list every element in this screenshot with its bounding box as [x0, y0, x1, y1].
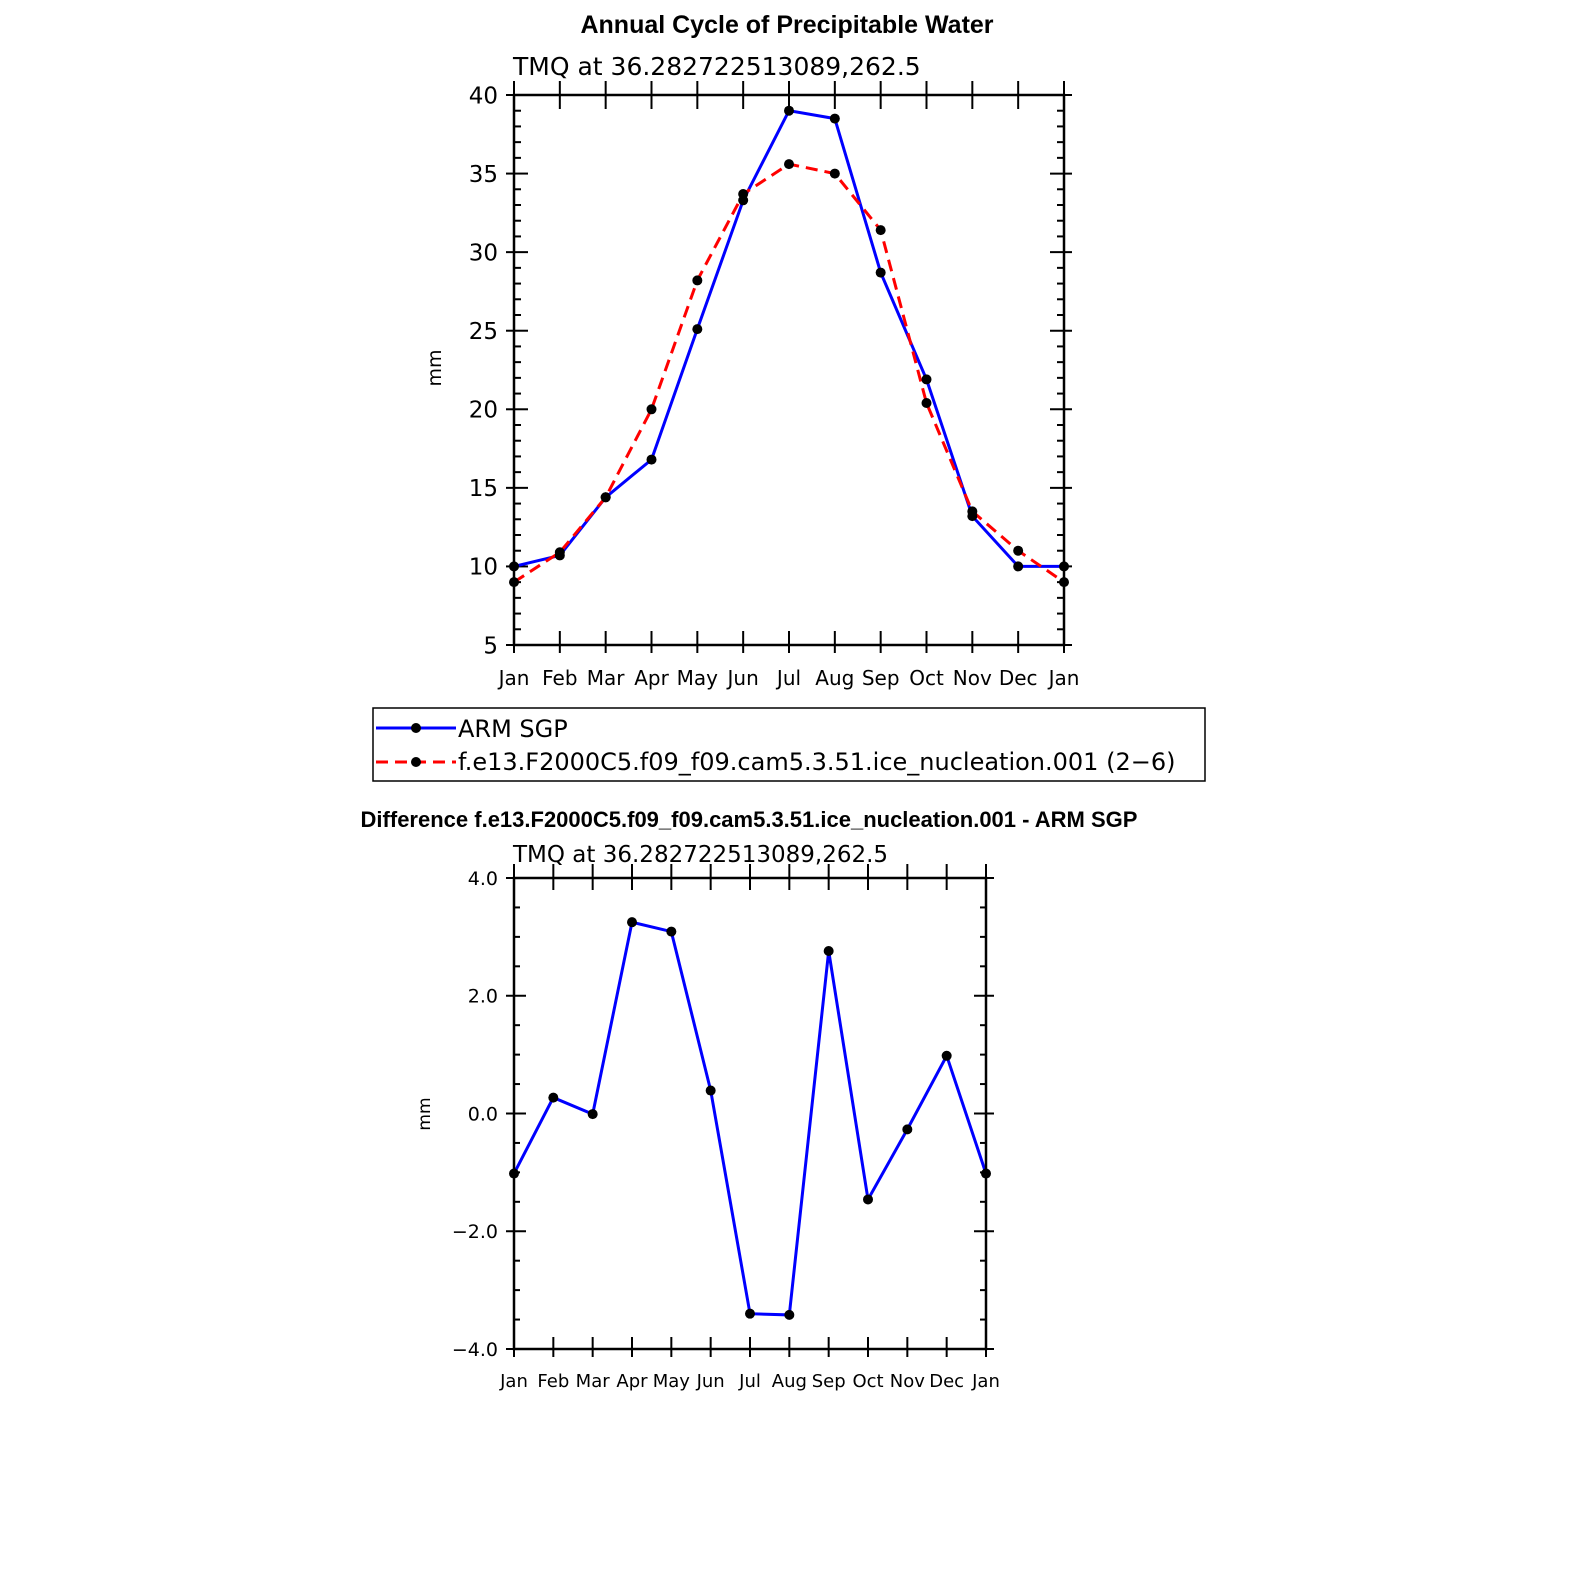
difference-chart: Difference f.e13.F2000C5.f09_f09.cam5.3.…	[361, 807, 1138, 1392]
data-point	[666, 926, 677, 937]
x-tick-label: Jul	[775, 666, 801, 690]
x-tick-label: Jan	[971, 1371, 1000, 1392]
data-point	[784, 1309, 795, 1320]
x-tick-label: Feb	[537, 1371, 569, 1392]
gridticks: −4.0 −2.0 0.0 2.0 4.0 Jan Feb Mar Apr May Jun Jul Au…	[452, 864, 1000, 1392]
annual-cycle-chart: Annual Cycle of Precipitable Water TMQ a…	[424, 11, 1079, 690]
y-tick-label: 5	[483, 633, 498, 659]
x-tick-label: Oct	[852, 1371, 883, 1392]
x-tick-label: Mar	[587, 666, 626, 690]
chart-title: Difference f.e13.F2000C5.f09_f09.cam5.3.…	[361, 807, 1138, 832]
data-point	[587, 1109, 598, 1120]
data-point	[738, 189, 749, 199]
x-tick-label: Jan	[499, 1371, 528, 1392]
data-point	[941, 1050, 952, 1061]
legend-marker-model	[411, 757, 421, 767]
x-tick-label: Jun	[726, 666, 759, 690]
data-point	[829, 113, 840, 124]
x-tick-label: Jul	[738, 1371, 761, 1392]
chart-title: Annual Cycle of Precipitable Water	[580, 11, 993, 39]
data-point	[902, 1124, 913, 1135]
legend-marker-arm	[411, 723, 421, 733]
data-point	[646, 404, 657, 415]
y-tick-label: 10	[469, 555, 498, 581]
data-point	[921, 374, 932, 385]
legend-box	[372, 707, 1206, 782]
y-tick-label: 15	[469, 476, 498, 502]
y-tick-label: 2.0	[468, 986, 498, 1008]
x-tick-label: Apr	[616, 1371, 648, 1392]
x-tick-label: Mar	[576, 1371, 611, 1392]
series-line	[513, 109, 1064, 568]
chart-subtitle: TMQ at 36.282722513089,262.5	[512, 842, 888, 868]
data-point	[745, 1308, 755, 1319]
legend-label-arm: ARM SGP	[458, 715, 568, 743]
data-point	[823, 946, 834, 957]
x-tick-label: Aug	[772, 1371, 807, 1392]
series-lines	[512, 920, 988, 1317]
plot-frame	[512, 93, 1066, 647]
data-point	[692, 275, 703, 286]
y-axis-label: mm	[415, 1097, 435, 1130]
data-point	[921, 398, 932, 408]
legend: ARM SGP f.e13.F2000C5.f09_f09.cam5.3.51.…	[372, 707, 1206, 782]
data-point	[967, 506, 978, 517]
x-tick-label: Sep	[812, 1371, 846, 1392]
y-axis-label: mm	[424, 349, 446, 386]
series-line	[512, 920, 988, 1317]
y-tick-label: 20	[469, 398, 498, 424]
x-tick-label: May	[677, 666, 719, 690]
chart-subtitle: TMQ at 36.282722513089,262.5	[512, 52, 921, 81]
y-tick-label: 4.0	[468, 868, 498, 890]
data-point	[1013, 545, 1024, 556]
data-point	[600, 492, 611, 503]
data-point	[1013, 561, 1024, 572]
data-point	[875, 267, 886, 278]
data-point	[829, 168, 840, 179]
x-tick-label: Apr	[634, 666, 669, 690]
data-point	[692, 324, 703, 335]
data-point	[646, 454, 657, 465]
data-point	[554, 547, 565, 558]
x-tick-label: May	[653, 1371, 691, 1392]
plot-frame	[512, 876, 988, 1351]
y-tick-label: 30	[469, 240, 498, 266]
series-points	[509, 917, 991, 1320]
data-point	[705, 1085, 716, 1096]
x-tick-label: Oct	[909, 666, 944, 690]
y-tick-label: 40	[469, 83, 498, 109]
x-tick-label: Jun	[696, 1371, 725, 1392]
y-tick-label: 25	[469, 319, 498, 345]
x-tick-label: Nov	[890, 1371, 925, 1392]
y-tick-label: 35	[469, 162, 498, 188]
x-tick-label: Nov	[953, 666, 992, 690]
x-tick-label: Dec	[999, 666, 1038, 690]
x-tick-label: Sep	[862, 666, 900, 690]
x-tick-label: Aug	[815, 666, 854, 690]
data-point	[784, 159, 794, 170]
y-tick-label: 0.0	[468, 1103, 498, 1125]
x-tick-label: Jan	[1047, 666, 1080, 690]
x-tick-label: Jan	[497, 666, 530, 690]
legend-label-model: f.e13.F2000C5.f09_f09.cam5.3.51.ice_nucl…	[458, 748, 1175, 776]
series-line	[513, 162, 1065, 584]
x-tick-label: Dec	[929, 1371, 964, 1392]
data-point	[875, 225, 886, 236]
y-tick-label: −2.0	[452, 1221, 498, 1243]
data-point	[627, 917, 637, 928]
data-point	[784, 105, 794, 116]
y-tick-label: −4.0	[452, 1339, 498, 1361]
series-points	[509, 105, 1069, 588]
data-point	[863, 1194, 873, 1205]
data-point	[548, 1092, 559, 1103]
x-tick-label: Feb	[542, 666, 577, 690]
series-lines	[513, 109, 1065, 584]
